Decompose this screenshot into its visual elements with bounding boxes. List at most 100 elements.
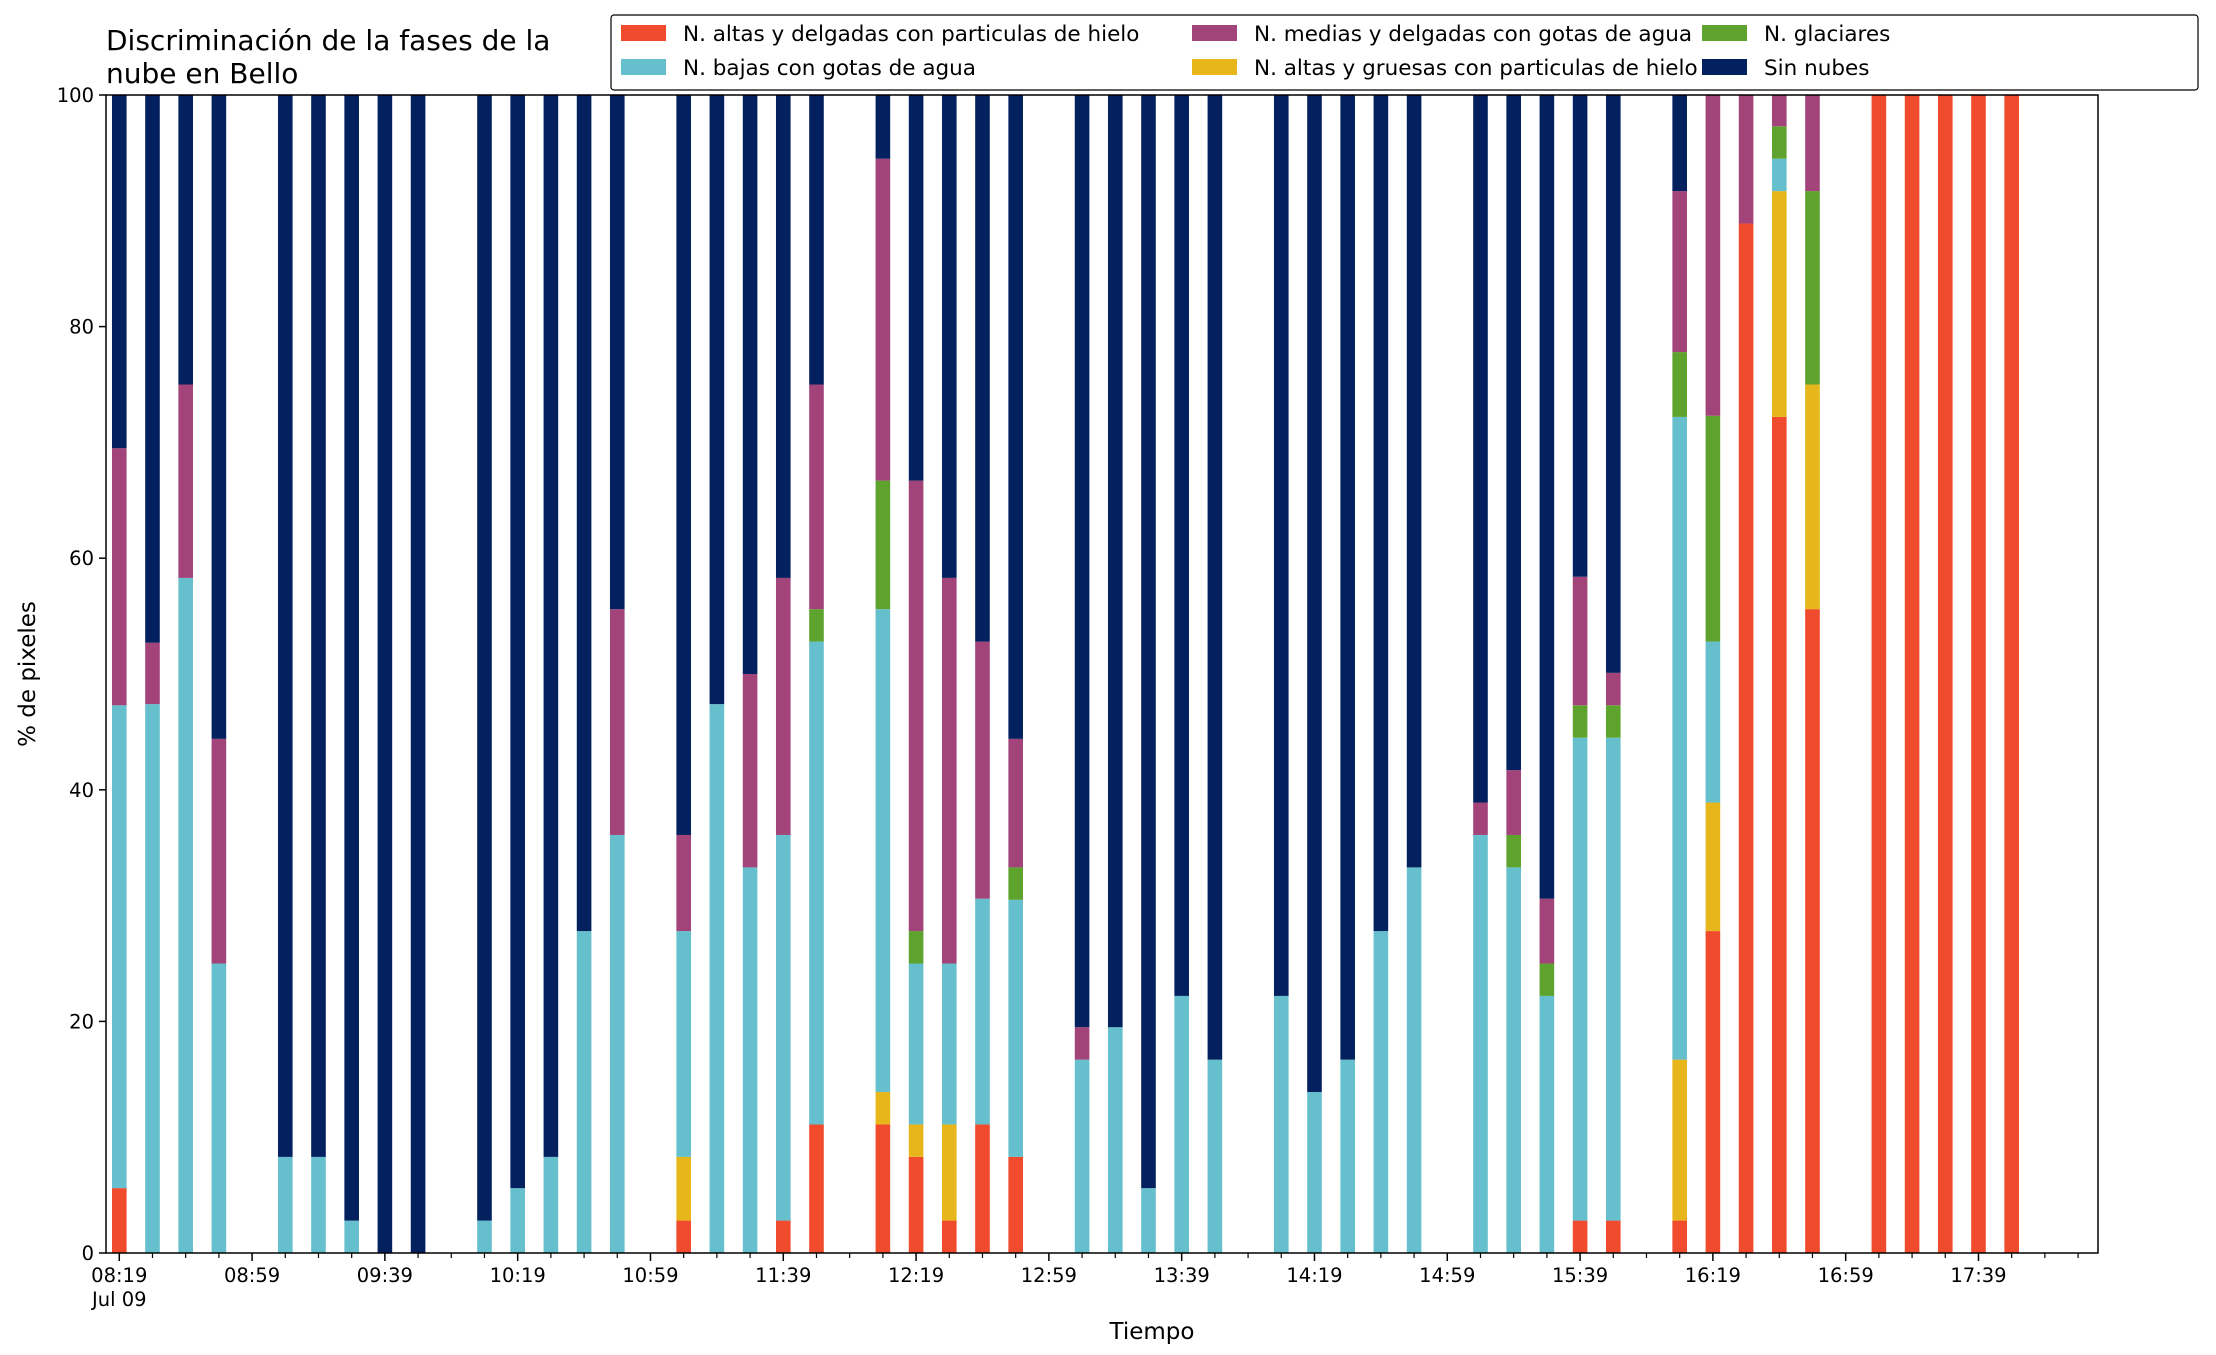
bar-segment	[1473, 834, 1488, 1253]
bar-segment	[1937, 95, 1953, 1253]
legend-item: Sin nubes	[1702, 56, 1869, 81]
bar-stack	[510, 95, 525, 1253]
bar-stack	[676, 95, 691, 1253]
bar-segment	[908, 931, 924, 964]
legend-label: N. medias y delgadas con gotas de agua	[1254, 22, 1692, 47]
bar-segment	[908, 95, 924, 481]
legend-swatch	[1192, 59, 1237, 75]
bar-stack	[111, 95, 127, 1253]
bar-segment	[1008, 738, 1023, 868]
bar-segment	[311, 1156, 326, 1253]
bar-segment	[676, 931, 691, 1157]
legend-item: N. bajas con gotas de agua	[621, 56, 976, 81]
bar-stack	[1937, 95, 1953, 1253]
bar-segment	[1738, 223, 1754, 1253]
bar-segment	[1473, 95, 1488, 803]
bar-segment	[211, 738, 227, 964]
bar-stack	[975, 95, 990, 1253]
bar-stack	[277, 95, 293, 1253]
bar-segment	[477, 95, 492, 1221]
legend-item: N. medias y delgadas con gotas de agua	[1192, 22, 1692, 47]
bar-segment	[145, 704, 160, 1253]
y-axis: 0 20 40 60 80 100	[57, 84, 106, 1265]
bar-segment	[2004, 95, 2019, 1253]
bar-segment	[1074, 95, 1090, 1028]
bar-segment	[510, 95, 525, 1189]
bar-segment	[809, 1124, 824, 1253]
bar-segment	[1273, 995, 1289, 1253]
bar-segment	[1971, 95, 1986, 1253]
bar-stack	[1008, 95, 1023, 1253]
bar-segment	[311, 95, 326, 1157]
bar-segment	[543, 1156, 559, 1253]
bar-segment	[809, 384, 824, 610]
bar-stack	[1141, 95, 1156, 1253]
bar-stack	[1207, 95, 1223, 1253]
bar-segment	[609, 609, 625, 835]
bar-stack	[211, 95, 227, 1253]
bar-segment	[1705, 95, 1721, 416]
bar-segment	[1805, 95, 1820, 192]
x-tick-label: 10:59	[622, 1264, 678, 1287]
bar-stack	[1307, 95, 1322, 1253]
bar-segment	[1605, 672, 1621, 706]
bar-segment	[975, 1124, 990, 1253]
bar-stack	[941, 95, 957, 1253]
bar-segment	[676, 834, 691, 932]
x-tick-label: 08:59	[224, 1264, 280, 1287]
bar-segment	[1705, 415, 1721, 642]
bar-stack	[1406, 95, 1422, 1253]
bar-segment	[1805, 384, 1820, 610]
x-tick-label: 10:19	[490, 1264, 546, 1287]
bar-segment	[377, 95, 393, 1253]
bar-segment	[1871, 95, 1887, 1253]
bar-segment	[1771, 158, 1787, 192]
bar-segment	[145, 642, 160, 705]
bar-segment	[742, 674, 758, 868]
bar-stack	[1705, 95, 1721, 1253]
bar-segment	[1008, 1156, 1023, 1253]
bar-stack	[1871, 95, 1887, 1253]
legend-frame	[610, 14, 2199, 91]
bar-segment	[1074, 1027, 1090, 1060]
bar-stack	[1771, 95, 1787, 1253]
legend-item: N. altas y delgadas con particulas de hi…	[621, 22, 1139, 47]
bar-segment	[1605, 1220, 1621, 1253]
legend-label: N. bajas con gotas de agua	[683, 56, 976, 81]
bar-segment	[676, 1156, 691, 1221]
bar-segment	[1539, 95, 1555, 899]
bar-segment	[178, 384, 193, 578]
bar-segment	[1273, 95, 1289, 996]
chart-title: Discriminación de la fases de la nube en…	[106, 24, 550, 90]
bar-segment	[1406, 95, 1422, 868]
y-tick-label: 60	[69, 547, 94, 570]
bar-segment	[1506, 834, 1521, 868]
legend-swatch	[1192, 25, 1237, 41]
bar-stack	[1672, 95, 1687, 1253]
bar-segment	[1307, 95, 1322, 1093]
bar-segment	[1373, 95, 1389, 932]
bar-segment	[908, 1124, 924, 1157]
x-axis-label: Tiempo	[1109, 1319, 1195, 1345]
bar-segment	[1805, 609, 1820, 1253]
bar-segment	[908, 480, 924, 932]
bar-segment	[941, 95, 957, 578]
bar-stack	[1539, 95, 1555, 1253]
bar-stack	[1805, 95, 1820, 1253]
bar-segment	[277, 95, 293, 1157]
bar-stack	[377, 95, 393, 1253]
bar-segment	[742, 95, 758, 674]
x-tick-label: 08:19	[91, 1264, 147, 1287]
x-tick-label: 15:39	[1552, 1264, 1608, 1287]
bar-stack	[410, 95, 426, 1253]
bar-segment	[344, 95, 359, 1221]
bar-segment	[1406, 867, 1422, 1253]
bar-stack	[908, 95, 924, 1253]
bar-stack	[1473, 95, 1488, 1253]
y-tick-label: 80	[69, 316, 94, 339]
bar-stack	[1605, 95, 1621, 1253]
bar-segment	[1771, 416, 1787, 1253]
bar-segment	[1207, 95, 1223, 1060]
x-tick-label: 14:59	[1419, 1264, 1475, 1287]
